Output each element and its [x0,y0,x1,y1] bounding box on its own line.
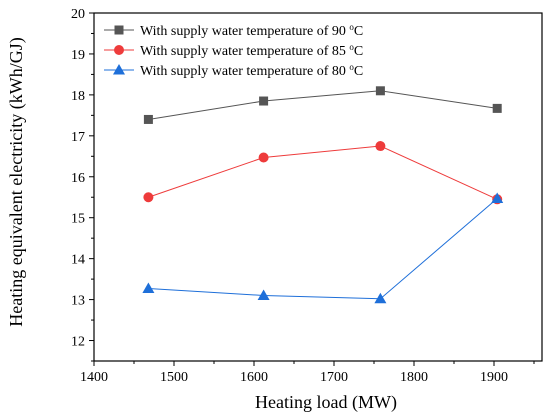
data-point [491,192,504,203]
legend-marker [114,25,124,35]
y-tick-label: 17 [71,130,85,145]
data-point [143,192,154,203]
y-tick-label: 12 [71,335,85,350]
data-point [257,289,270,300]
series-line [148,198,498,300]
data-point [259,96,269,106]
y-tick-label: 19 [71,48,85,63]
data-point [258,152,269,163]
series-square [143,86,502,124]
x-tick-label: 1600 [240,370,268,385]
legend-marker [113,64,125,75]
legend: With supply water temperature of 90 oC Wi… [104,22,363,79]
x-tick-label: 1800 [400,370,428,385]
x-tick-label: 1400 [80,370,108,385]
y-tick-label: 13 [71,294,85,309]
y-tick-label: 15 [71,212,85,227]
data-point [375,86,385,96]
data-point [492,103,502,113]
legend-entry: With supply water temperature of 90 oC [140,22,363,39]
legend-entry: With supply water temperature of 85 oC [140,42,363,59]
y-tick-label: 20 [71,7,85,22]
data-point [375,141,386,152]
y-axis-label: Heating equivalent electricity (kWh/GJ) [6,37,27,326]
data-point [142,282,155,294]
x-tick-label: 1900 [480,370,508,385]
y-tick-label: 16 [71,171,85,186]
legend-entry: With supply water temperature of 80 oC [140,62,363,79]
plot-frame [93,12,543,362]
legend-marker [114,45,124,55]
x-tick-label: 1500 [160,370,188,385]
series-line [148,145,498,200]
data-point [374,292,387,304]
x-axis-label: Heating load (MW) [255,392,397,413]
y-tick-label: 14 [71,253,85,268]
y-tick-label: 18 [71,89,85,104]
series-circle [143,141,503,205]
data-point [143,114,153,124]
x-tick-label: 1700 [320,370,348,385]
series-line [148,90,498,120]
series-triangle [142,192,504,304]
